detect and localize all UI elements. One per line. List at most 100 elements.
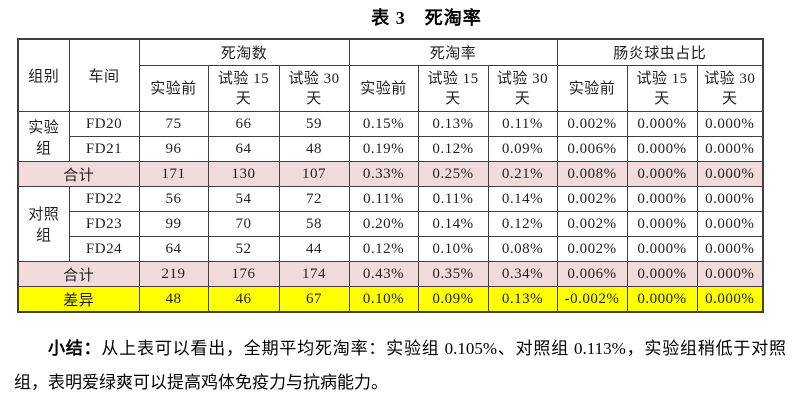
cell: 0.15% xyxy=(348,111,419,137)
header-subcol-line: 试验 30 xyxy=(288,70,340,87)
cell: 0.000% xyxy=(626,136,698,162)
cell: -0.002% xyxy=(556,286,628,313)
cell: 0.10% xyxy=(417,236,489,262)
cell: 0.000% xyxy=(696,111,764,137)
cell: 0.33% xyxy=(348,161,419,187)
row-fd23: FD23 99 70 58 0.20% 0.14% 0.12% 0.002% 0… xyxy=(18,211,764,237)
cell: 0.21% xyxy=(487,161,558,187)
cell: 99 xyxy=(138,211,209,237)
row-total-control: 合计 219 176 174 0.43% 0.35% 0.34% 0.006% … xyxy=(17,261,764,287)
cell: 0.11% xyxy=(348,186,419,212)
table-title: 表 3 死淘率 xyxy=(371,8,482,28)
group-cell-control: 对照组 xyxy=(17,186,70,262)
row-difference: 差异 48 46 67 0.10% 0.09% 0.13% -0.002% 0.… xyxy=(17,286,764,313)
cell: 0.000% xyxy=(696,161,764,187)
cell: 0.34% xyxy=(487,261,558,287)
cell: 64 xyxy=(207,136,280,162)
header-section-coccidia-ratio: 肠炎球虫占比 xyxy=(556,38,764,66)
cell: 67 xyxy=(278,286,350,313)
cell: 96 xyxy=(138,136,209,162)
cell: 0.000% xyxy=(696,136,764,162)
header-section-death-count: 死淘数 xyxy=(138,38,350,66)
row-fd24: FD24 64 52 44 0.12% 0.10% 0.08% 0.002% 0… xyxy=(18,236,764,262)
header-subcol-day15: 试验 15 天 xyxy=(207,65,280,112)
cell: 70 xyxy=(207,211,280,237)
header-subcol-line: 试验 15 xyxy=(636,70,688,87)
cell: 46 xyxy=(207,286,280,313)
cell: 0.14% xyxy=(487,186,558,212)
workshop-cell: FD24 xyxy=(68,236,140,262)
cell: 0.002% xyxy=(556,236,628,262)
cell: 0.000% xyxy=(696,236,764,262)
header-row-sections: 组别 车间 死淘数 死淘率 肠炎球虫占比 xyxy=(17,38,764,112)
cell: 0.12% xyxy=(348,236,419,262)
cell: 0.000% xyxy=(626,211,698,237)
header-subcol-line: 实验前 xyxy=(150,80,197,97)
header-subcol-day30: 试验 30 天 xyxy=(278,65,350,112)
cell: 0.43% xyxy=(348,261,419,287)
cell: 176 xyxy=(207,261,280,287)
cell: 48 xyxy=(138,286,209,313)
cell: 0.008% xyxy=(556,161,628,187)
cell: 0.000% xyxy=(696,261,764,287)
cell: 0.002% xyxy=(556,111,628,137)
cell: 64 xyxy=(138,236,209,262)
cell: 0.09% xyxy=(487,136,558,162)
cell: 130 xyxy=(207,161,280,187)
header-subcol-day15: 试验 15 天 xyxy=(417,65,489,112)
cell: 219 xyxy=(138,261,209,287)
summary-label: 小结： xyxy=(48,339,102,358)
cell: 0.000% xyxy=(626,261,698,287)
cell: 0.006% xyxy=(556,136,628,162)
cell: 52 xyxy=(207,236,280,262)
header-subcol-line: 试验 15 xyxy=(217,70,270,87)
cell: 0.006% xyxy=(556,261,628,287)
workshop-cell: FD21 xyxy=(68,136,140,162)
cell: 59 xyxy=(278,111,350,137)
workshop-cell: FD22 xyxy=(68,186,140,212)
row-fd20: 实验组 FD20 75 66 59 0.15% 0.13% 0.11% 0.00… xyxy=(17,111,764,162)
header-section-death-rate: 死淘率 xyxy=(348,38,558,66)
header-subcol-line: 实验前 xyxy=(360,80,407,97)
mortality-table: 组别 车间 死淘数 死淘率 肠炎球虫占比 实验前 试验 15 天 试验 30 天 实… xyxy=(17,38,765,313)
cell: 0.000% xyxy=(626,186,698,212)
cell: 44 xyxy=(278,236,350,262)
row-fd21: FD21 96 64 48 0.19% 0.12% 0.09% 0.006% 0… xyxy=(18,136,764,162)
header-subcol-line: 天 xyxy=(306,90,322,107)
cell: 0.002% xyxy=(556,186,628,212)
cell: 174 xyxy=(278,261,350,287)
cell: 0.19% xyxy=(348,136,419,162)
cell: 0.13% xyxy=(487,286,558,313)
cell: 0.09% xyxy=(417,286,489,313)
cell: 75 xyxy=(138,111,209,137)
cell: 0.14% xyxy=(417,211,489,237)
header-subcol-line: 试验 15 xyxy=(427,70,479,87)
cell: 66 xyxy=(207,111,280,137)
header-workshop: 车间 xyxy=(68,38,140,112)
header-row-subcols: 实验前 试验 15 天 试验 30 天 实验前 试验 15 天 试验 30 天 实验前 … xyxy=(18,65,764,112)
cell: 58 xyxy=(278,211,350,237)
header-subcol-pre: 实验前 xyxy=(348,65,419,112)
cell: 0.000% xyxy=(696,286,764,313)
cell: 0.20% xyxy=(348,211,419,237)
cell: 0.12% xyxy=(417,136,489,162)
header-subcol-day30: 试验 30 天 xyxy=(487,65,558,112)
header-subcol-line: 天 xyxy=(514,90,531,107)
cell: 0.35% xyxy=(417,261,489,287)
cell: 72 xyxy=(278,186,350,212)
summary-paragraph: 小结：从上表可以看出，全期平均死淘率：实验组 0.105%、对照组 0.113%… xyxy=(14,332,786,400)
cell: 0.13% xyxy=(417,111,489,137)
header-subcol-pre: 实验前 xyxy=(556,65,628,112)
header-subcol-line: 试验 30 xyxy=(704,70,756,87)
cell: 0.25% xyxy=(417,161,489,187)
cell: 56 xyxy=(138,186,209,212)
cell: 0.000% xyxy=(696,211,764,237)
header-subcol-line: 天 xyxy=(235,90,252,107)
header-subcol-line: 天 xyxy=(722,90,738,107)
cell: 0.000% xyxy=(626,236,698,262)
cell: 0.000% xyxy=(626,161,698,187)
header-subcol-line: 天 xyxy=(654,90,670,107)
cell: 0.000% xyxy=(626,111,698,137)
cell: 0.002% xyxy=(556,211,628,237)
